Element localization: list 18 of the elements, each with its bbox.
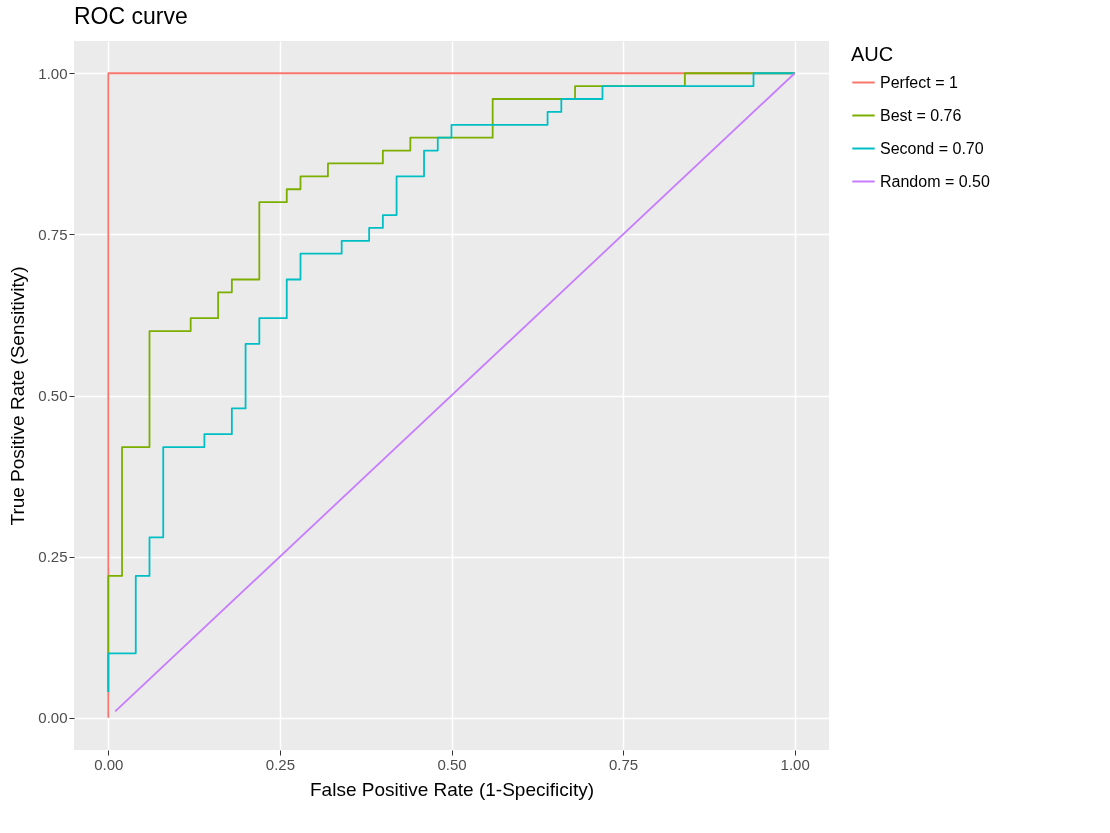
y-tick-label: 0.50 (38, 387, 68, 404)
legend-label: Perfect = 1 (880, 73, 958, 91)
x-tick-label: 0.25 (265, 755, 296, 773)
x-axis-title: False Positive Rate (1-Specificity) (309, 778, 595, 800)
chart-title: ROC curve (74, 3, 188, 29)
y-tick-label: 0.25 (38, 548, 68, 566)
x-tick-label: 0.50 (437, 755, 467, 773)
y-tick-label: 1.00 (38, 64, 68, 82)
legend-title: AUC (851, 43, 894, 65)
y-tick-label: 0.00 (38, 709, 68, 727)
x-tick-label: 1.00 (780, 755, 810, 773)
legend-label: Second = 0.70 (880, 139, 984, 157)
x-tick-label: 0.75 (608, 755, 639, 773)
legend-label: Best = 0.76 (880, 106, 962, 124)
x-tick-label: 0.00 (94, 755, 124, 773)
y-axis-title: True Positive Rate (Sensitivity) (7, 266, 29, 526)
legend-label: Random = 0.50 (880, 172, 990, 190)
y-tick-label: 0.75 (38, 225, 68, 243)
